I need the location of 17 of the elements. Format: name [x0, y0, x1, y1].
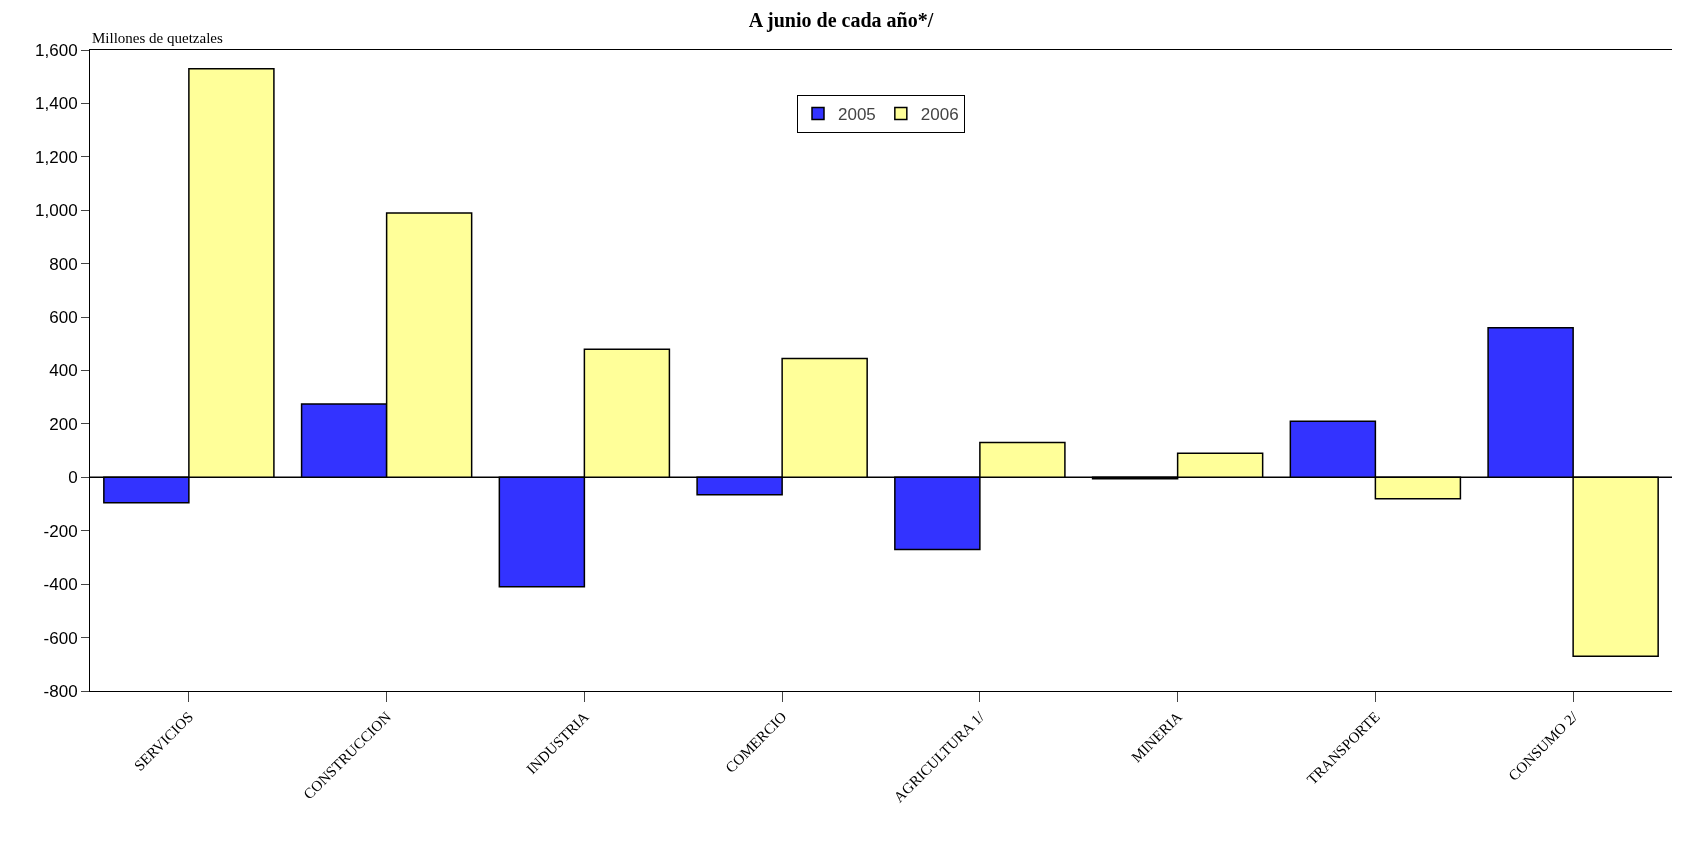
y-tick-label: 800: [49, 254, 78, 274]
y-tick-label: -200: [43, 521, 78, 541]
y-tick-label: 400: [49, 361, 78, 381]
y-tick-label: 1,000: [35, 201, 78, 221]
y-tick-label: -400: [43, 575, 78, 595]
y-tick-label: -600: [43, 628, 78, 648]
y-tick-label: 0: [68, 468, 78, 488]
y-tick-label: 1,400: [35, 94, 78, 114]
y-tick-label: 200: [49, 414, 78, 434]
legend-label: 2005: [838, 105, 876, 125]
y-tick-label: 1,200: [35, 147, 78, 167]
chart-title: A junio de cada año*/: [748, 8, 934, 32]
y-tick-label: 1,600: [35, 40, 78, 60]
legend-label: 2006: [920, 105, 959, 125]
y-tick-label: 600: [49, 308, 78, 328]
y-tick-label: -800: [43, 681, 78, 701]
y-axis-title: Millones de quetzales: [92, 30, 223, 46]
